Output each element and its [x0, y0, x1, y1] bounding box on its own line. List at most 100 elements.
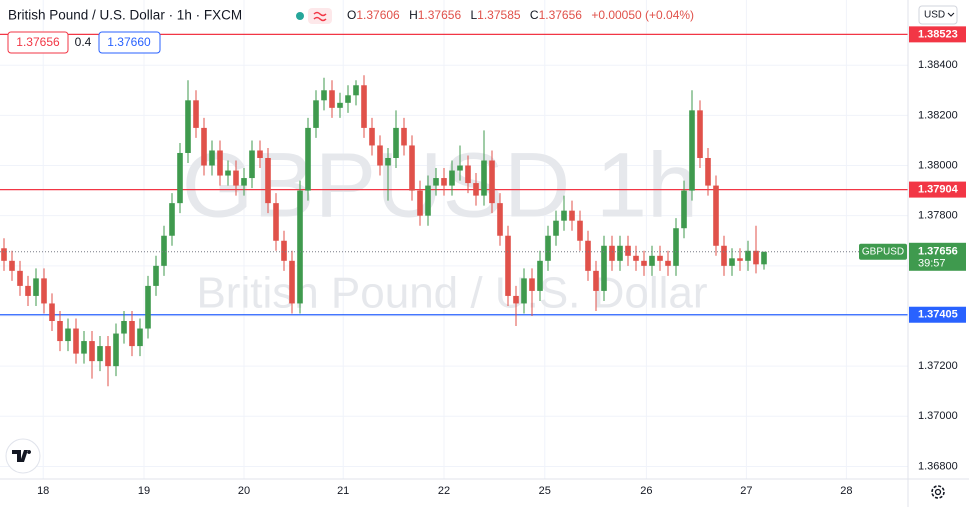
candle-body — [81, 341, 87, 354]
ohlc-value: 1.37606 — [356, 8, 400, 22]
candle-body — [289, 260, 295, 304]
candle-body — [225, 170, 231, 176]
candle-body — [297, 190, 303, 304]
y-tick-label: 1.38000 — [918, 159, 958, 171]
candle-body — [313, 100, 319, 128]
candle-body — [617, 245, 623, 261]
candle-body — [41, 278, 47, 304]
spread: 0.4 — [75, 35, 92, 49]
candle-body — [633, 255, 639, 261]
x-tick-label: 25 — [539, 485, 551, 497]
candle-body — [649, 255, 655, 266]
candle-body — [169, 203, 175, 236]
ohlc-value: 1.37585 — [477, 8, 521, 22]
tv-logo — [5, 438, 41, 474]
candle-body — [673, 228, 679, 266]
candle-body — [377, 145, 383, 166]
candle-body — [681, 190, 687, 229]
dropdown-arrow — [947, 12, 955, 17]
candle-body — [49, 303, 55, 322]
candle-body — [489, 160, 495, 204]
x-tick-label: 26 — [640, 485, 652, 497]
candle-body — [545, 235, 551, 261]
x-tick-label: 22 — [438, 485, 450, 497]
candle-body — [585, 240, 591, 271]
ohlc-label: H — [409, 8, 418, 22]
candle-body — [569, 210, 575, 221]
candle-body — [689, 110, 695, 191]
candle-body — [337, 102, 343, 108]
candle-body — [697, 110, 703, 158]
candle-body — [329, 90, 335, 108]
candle-body — [537, 260, 543, 291]
change: +0.00050 (+0.04%) — [591, 8, 694, 22]
candle-body — [105, 346, 111, 367]
x-tick-label: 21 — [337, 485, 349, 497]
candle-body — [17, 270, 23, 286]
y-tick-label: 1.37200 — [918, 360, 958, 372]
candle-body — [481, 160, 487, 196]
market-open-dot — [296, 12, 304, 20]
ohlc-label: O — [347, 8, 356, 22]
candle-body — [209, 150, 215, 166]
currency-button[interactable] — [918, 5, 958, 25]
ohlc-label: C — [530, 8, 539, 22]
candle-body — [73, 328, 79, 354]
bid-box[interactable] — [7, 31, 69, 54]
candle-body — [241, 178, 247, 186]
candle-body — [249, 150, 255, 179]
candle-body — [593, 270, 599, 291]
candle-body — [521, 278, 527, 304]
candle-body — [393, 127, 399, 158]
candle-body — [185, 100, 191, 153]
ohlc-value: 1.37656 — [539, 8, 583, 22]
candle-body — [609, 245, 615, 261]
candle-body — [729, 258, 735, 266]
candle-body — [401, 127, 407, 146]
candle-body — [753, 250, 759, 265]
y-tick-label: 1.38200 — [918, 109, 958, 121]
candle-body — [33, 278, 39, 296]
level-badge — [909, 26, 966, 43]
level-label: 1.37904 — [918, 183, 959, 195]
candle-body — [417, 190, 423, 216]
candle-body — [529, 278, 535, 291]
candle-body — [657, 255, 663, 261]
candle-body — [433, 178, 439, 186]
y-tick-label: 1.37000 — [918, 410, 958, 422]
candle-body — [281, 240, 287, 261]
ohlc-value: 1.37656 — [418, 8, 462, 22]
ask-box[interactable] — [98, 31, 161, 54]
candle-body — [233, 170, 239, 186]
candle-body — [625, 245, 631, 256]
current-price: 1.37656 — [918, 246, 958, 258]
level-badge — [909, 306, 966, 323]
x-tick-label: 18 — [37, 485, 49, 497]
candle-body — [441, 178, 447, 186]
candle-body — [145, 285, 151, 329]
candle-body — [345, 95, 351, 103]
candle-body — [513, 295, 519, 304]
countdown: 39:57 — [918, 258, 946, 270]
symbol-title: British Pound / U.S. Dollar · 1h · FXCM — [8, 8, 242, 23]
candle-body — [177, 152, 183, 204]
x-tick-label: 28 — [840, 485, 852, 497]
candle-body — [601, 245, 607, 291]
candle-body — [553, 220, 559, 236]
candle-body — [257, 150, 263, 158]
candle-body — [65, 328, 71, 342]
candle-body — [113, 333, 119, 367]
x-tick-label: 20 — [238, 485, 250, 497]
ohlc-label: L — [470, 8, 477, 22]
candle-body — [97, 346, 103, 362]
y-tick-label: 1.38400 — [918, 59, 958, 71]
candle-body — [161, 235, 167, 266]
candle-body — [201, 127, 207, 166]
candle-body — [1, 248, 7, 261]
bid-price: 1.37656 — [16, 35, 60, 49]
candle-body — [713, 185, 719, 246]
settings-icon[interactable] — [931, 485, 945, 499]
ohlc-strip: O1.37606 H1.37656 L1.37585 C1.37656 +0.0… — [347, 8, 694, 22]
ask-price: 1.37660 — [107, 35, 151, 49]
